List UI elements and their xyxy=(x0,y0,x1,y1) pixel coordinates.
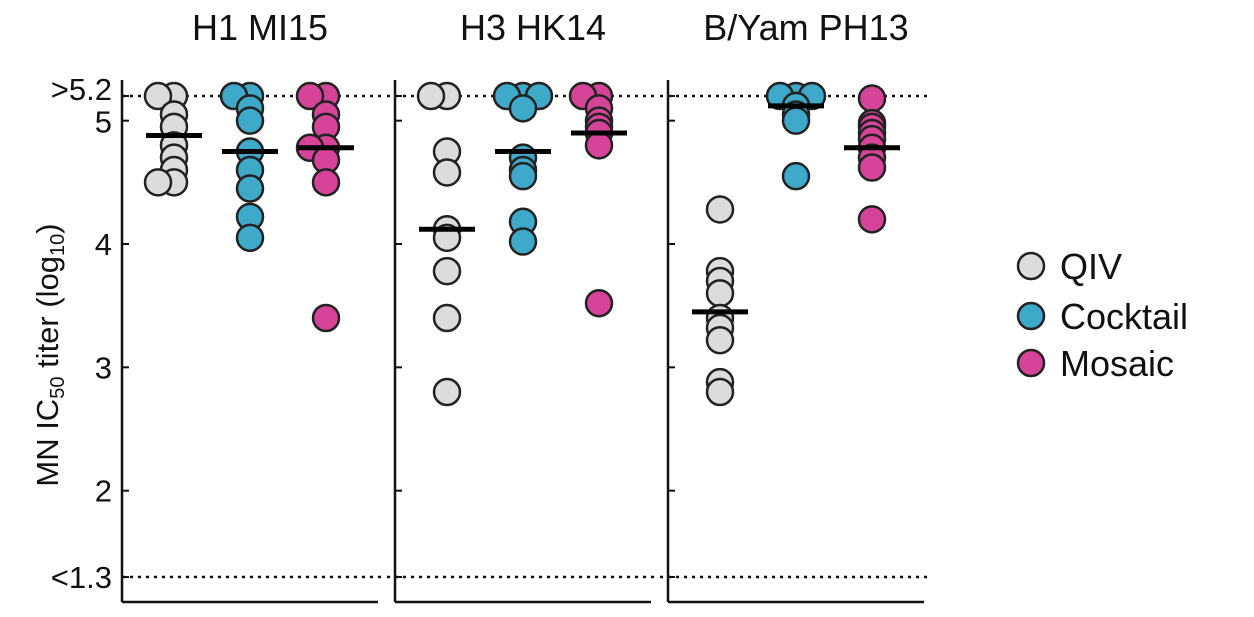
data-point-qiv xyxy=(705,279,735,308)
legend-item-qiv: QIV xyxy=(1016,246,1122,287)
data-point-mosaic xyxy=(857,84,887,113)
y-tick-label: <1.3 xyxy=(51,560,112,595)
y-axis-title: MN IC50 titer (log10) xyxy=(30,223,69,486)
data-point-qiv xyxy=(432,377,462,407)
data-point-qiv xyxy=(416,81,446,111)
data-point-cocktail xyxy=(508,161,538,191)
legend-label: Mosaic xyxy=(1060,343,1174,384)
y-axis-title-part: MN IC xyxy=(30,399,65,487)
panel-2: H3 HK14 xyxy=(387,7,659,604)
y-tick-label: 5 xyxy=(95,105,112,140)
data-point-qiv xyxy=(432,158,462,187)
legend-item-cocktail: Cocktail xyxy=(1016,296,1188,337)
y-axis-title-part: 10 xyxy=(47,234,69,256)
legend-marker xyxy=(1016,301,1046,331)
data-point-qiv xyxy=(143,81,173,111)
data-point-cocktail xyxy=(235,223,265,253)
y-tick-label: 3 xyxy=(95,350,112,385)
data-point-cocktail xyxy=(235,106,265,135)
legend-item-mosaic: Mosaic xyxy=(1016,343,1174,384)
y-axis-title-part: 50 xyxy=(47,377,69,399)
data-point-qiv xyxy=(432,303,462,333)
data-point-cocktail xyxy=(781,106,811,135)
legend-marker xyxy=(1016,348,1046,378)
legend-label: QIV xyxy=(1060,246,1122,287)
panel-title: H1 MI15 xyxy=(192,7,328,48)
data-point-qiv xyxy=(432,256,462,286)
data-point-mosaic xyxy=(584,288,614,318)
data-point-qiv xyxy=(143,168,173,197)
data-point-mosaic xyxy=(295,81,325,111)
data-point-mosaic xyxy=(857,205,887,234)
y-axis-title-part: ) xyxy=(30,223,65,233)
panel-title: B/Yam PH13 xyxy=(703,7,908,48)
data-point-mosaic xyxy=(584,131,614,160)
data-point-qiv xyxy=(705,377,735,407)
data-point-mosaic xyxy=(311,303,341,333)
y-tick-label: >5.2 xyxy=(51,72,112,107)
panel-1: H1 MI15 xyxy=(120,7,386,604)
data-point-cocktail xyxy=(781,161,811,191)
data-point-cocktail xyxy=(235,174,265,203)
data-point-mosaic xyxy=(857,153,887,182)
y-tick-label: 2 xyxy=(95,474,112,509)
panel-3: B/Yam PH13 xyxy=(660,7,932,604)
y-tick-label: 4 xyxy=(95,227,112,262)
data-point-cocktail xyxy=(508,227,538,256)
data-point-cocktail xyxy=(508,94,538,123)
data-point-mosaic xyxy=(311,168,341,197)
legend-label: Cocktail xyxy=(1060,296,1188,337)
panel-title: H3 HK14 xyxy=(460,7,606,48)
legend-marker xyxy=(1016,251,1046,281)
data-point-qiv xyxy=(705,195,735,224)
y-axis-title-part: titer (log xyxy=(30,256,65,377)
data-point-qiv xyxy=(705,325,735,355)
